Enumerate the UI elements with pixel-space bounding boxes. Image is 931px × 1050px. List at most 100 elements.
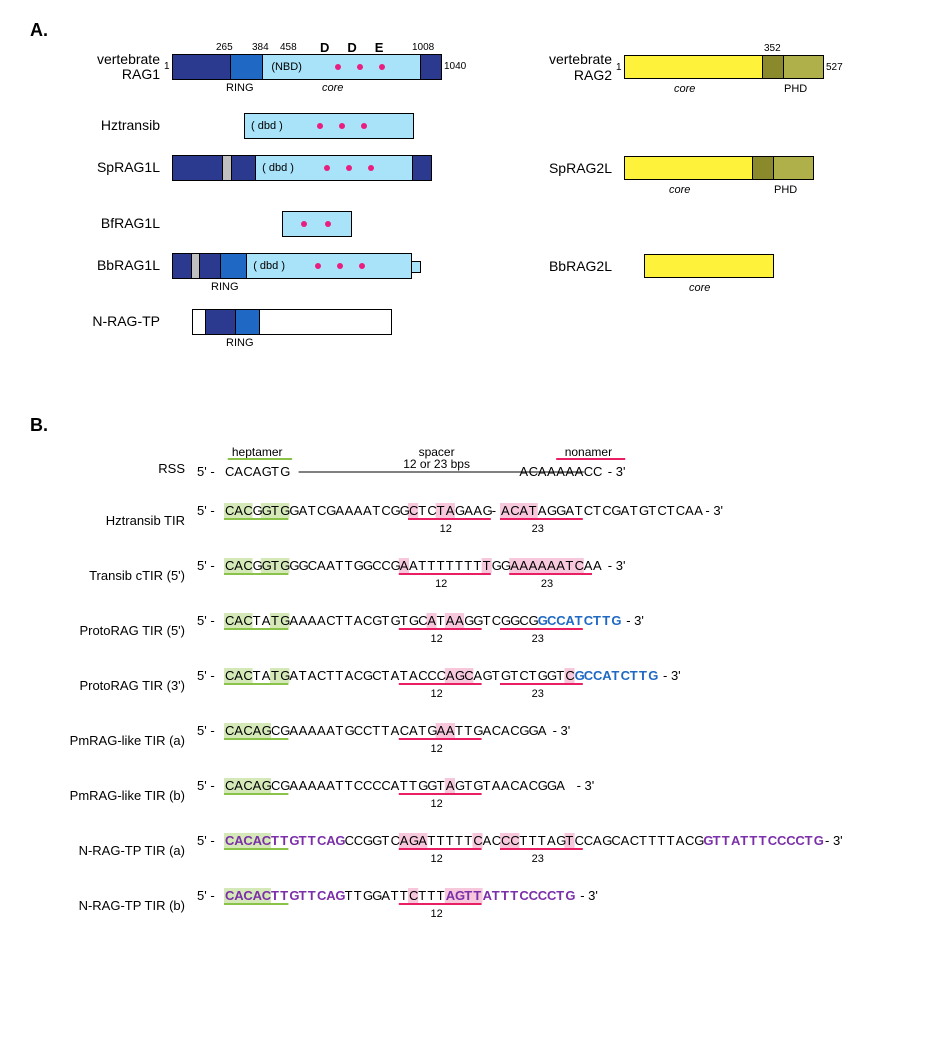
row-left-label: BfRAG1L <box>30 216 172 231</box>
sequence-svg-wrap: 5' - CACACTTGTTCAGCCGGTCAGATTTTTCACCCTTT… <box>197 831 863 870</box>
position-label: 527 <box>826 62 843 73</box>
sequence-row: ProtoRAG TIR (3')5' - CACTATGATACTTACGCT… <box>30 666 901 705</box>
domain-bar <box>282 211 352 237</box>
sequence-label: Transib cTIR (5') <box>30 568 197 583</box>
protein-row: SpRAG1L( dbd )SpRAG2LcorePHD <box>30 155 901 181</box>
sequence-svg-wrap: 5' - CACGGTGGATCGAAAATCGGCTCTAGAAG-ACATA… <box>197 501 743 540</box>
spacer-number: 12 <box>435 578 447 590</box>
catalytic-dots <box>317 123 367 129</box>
sequence-label: N-RAG-TP TIR (a) <box>30 843 197 858</box>
domain-segment <box>200 254 221 278</box>
right-diagram: core <box>624 254 854 278</box>
protein-row: BfRAG1L <box>30 211 901 237</box>
spacer-number: 12 <box>430 798 442 810</box>
row-left-label: SpRAG1L <box>30 160 172 175</box>
sequence-svg-wrap: 5' - CACAGCGAAAAATTCCCCATTGGTAGTGTAACACG… <box>197 776 615 815</box>
spacer-number: 23 <box>532 523 544 535</box>
right-diagram: corePHD1352527 <box>624 55 854 79</box>
sequence-svg: 5' - CACAGTG ACAAAAACC - 3'heptamerspace… <box>197 446 642 486</box>
sequence-label: RSS <box>30 461 197 476</box>
row-right-label: vertebrateRAG2 <box>502 51 624 83</box>
sequence-row: ProtoRAG TIR (5')5' - CACTATGAAAACTTACGT… <box>30 611 901 650</box>
domain-bar <box>624 156 814 180</box>
domain-bar: (NBD) <box>172 54 442 80</box>
domain-segment <box>173 55 231 79</box>
segment-text: ( dbd ) <box>253 260 285 272</box>
domain-segment <box>784 56 823 78</box>
dde-labels: DDE <box>320 40 383 55</box>
domain-segment <box>206 310 236 334</box>
domain-segment <box>231 55 263 79</box>
protein-row: vertebrateRAG1RINGcore(NBD)1265384458100… <box>30 51 901 83</box>
sequence-text: 5' - CACTATGATACTTACGCTATACCCAGCAGTGTCTG… <box>197 668 681 683</box>
domain-segment <box>774 157 813 179</box>
sequence-label: PmRAG-like TIR (a) <box>30 733 197 748</box>
domain-bar <box>644 254 774 278</box>
panel-a-label: A. <box>30 20 901 41</box>
catalytic-dot <box>368 165 374 171</box>
domain-bar: ( dbd ) <box>172 253 412 279</box>
spacer-number: 12 <box>430 853 442 865</box>
catalytic-dot <box>357 64 363 70</box>
column-header: heptamer <box>232 446 283 459</box>
spacer-number: 12 <box>440 523 452 535</box>
panel-b-label: B. <box>30 415 901 436</box>
sequence-row: PmRAG-like TIR (b)5' - CACAGCGAAAAATTCCC… <box>30 776 901 815</box>
row-left-label: vertebrateRAG1 <box>30 52 172 83</box>
spacer-number: 23 <box>532 688 544 700</box>
sequence-label: ProtoRAG TIR (3') <box>30 678 197 693</box>
sequence-text: 5' - CACGGTGGGCAATTGGCCGAATTTTTTTTGGAAAA… <box>197 558 625 573</box>
under-label: PHD <box>784 83 807 95</box>
right-diagram: corePHD <box>624 156 854 180</box>
domain-segment <box>421 55 441 79</box>
sequence-label: PmRAG-like TIR (b) <box>30 788 197 803</box>
catalytic-dot <box>361 123 367 129</box>
protein-row: Hztransib( dbd ) <box>30 113 901 139</box>
sequence-text: 5' - CACAGCGAAAAATTCCCCATTGGTAGTGTAACACG… <box>197 778 594 793</box>
sequence-row: RSS5' - CACAGTG ACAAAAACC - 3'heptamersp… <box>30 446 901 491</box>
sequence-svg: 5' - CACAGCGAAAAATGCCTTACATGAATTGACACGGA… <box>197 721 587 755</box>
panel-b-rows: RSS5' - CACAGTG ACAAAAACC - 3'heptamersp… <box>30 446 901 925</box>
row-left-label: N-RAG-TP <box>30 314 172 329</box>
domain-bar <box>624 55 824 79</box>
domain-segment: ( dbd ) <box>247 254 411 278</box>
sequence-text: 5' - CACTATGAAAACTTACGTGTGCATAAGGTCGGCGG… <box>197 613 644 628</box>
domain-segment <box>173 254 192 278</box>
sequence-svg: 5' - CACTATGAAAACTTACGTGTGCATAAGGTCGGCGG… <box>197 611 661 645</box>
sequence-svg-wrap: 5' - CACTATGATACTTACGCTATACCCAGCAGTGTCTG… <box>197 666 697 705</box>
left-diagram: ( dbd ) <box>172 113 462 139</box>
domain-segment <box>173 156 223 180</box>
sequence-label: ProtoRAG TIR (5') <box>30 623 197 638</box>
domain-bar <box>192 309 392 335</box>
domain-segment <box>232 156 256 180</box>
domain-segment <box>223 156 232 180</box>
domain-segment: ( dbd ) <box>256 156 413 180</box>
spacer-number: 12 <box>430 688 442 700</box>
catalytic-dot <box>359 263 365 269</box>
sequence-row: N-RAG-TP TIR (a)5' - CACACTTGTTCAGCCGGTC… <box>30 831 901 870</box>
domain-segment: (NBD) <box>263 55 421 79</box>
domain-segment <box>221 254 247 278</box>
under-label: RING <box>226 82 254 94</box>
protein-row: BbRAG1LRING( dbd )BbRAG2Lcore <box>30 253 901 279</box>
dde-letter: D <box>347 40 356 55</box>
panel-a: A. vertebrateRAG1RINGcore(NBD)1265384458… <box>30 20 901 335</box>
sequence-text: 5' - CACACTTGTTCAGTTGGATTCTTTAGTTATTTCCC… <box>197 888 598 903</box>
catalytic-dots <box>324 165 374 171</box>
sequence-svg-wrap: 5' - CACTATGAAAACTTACGTGTGCATAAGGTCGGCGG… <box>197 611 661 650</box>
panel-b: B. RSS5' - CACAGTG ACAAAAACC - 3'heptame… <box>30 415 901 925</box>
domain-segment <box>413 156 431 180</box>
spacer-number: 23 <box>541 578 553 590</box>
domain-segment <box>236 310 260 334</box>
catalytic-dot <box>324 165 330 171</box>
left-diagram: RING <box>172 309 462 335</box>
domain-segment: ( dbd ) <box>245 114 413 138</box>
segment-text: ( dbd ) <box>262 162 294 174</box>
sequence-svg-wrap: 5' - CACGGTGGGCAATTGGCCGAATTTTTTTTGGAAAA… <box>197 556 642 595</box>
segment-text: ( dbd ) <box>251 120 283 132</box>
domain-bar: ( dbd ) <box>172 155 432 181</box>
position-label: 1 <box>616 62 622 73</box>
domain-segment <box>260 310 391 334</box>
under-label: core <box>689 282 710 294</box>
sequence-row: PmRAG-like TIR (a)5' - CACAGCGAAAAATGCCT… <box>30 721 901 760</box>
